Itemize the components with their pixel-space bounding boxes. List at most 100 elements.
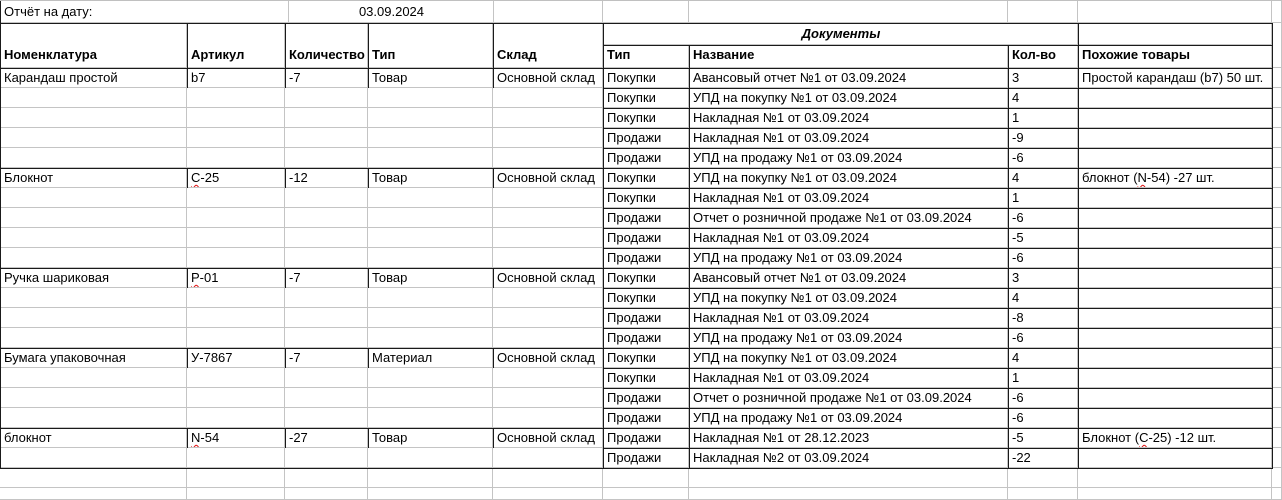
cell-doc-name[interactable]: УПД на покупку №1 от 03.09.2024 [689, 168, 1008, 188]
cell-article[interactable]: Р-01 [187, 268, 285, 288]
cell-empty[interactable] [1078, 488, 1272, 500]
col-header-nomenclature[interactable]: Номенклатура [0, 23, 187, 68]
cell-doc-qty[interactable]: -6 [1008, 328, 1078, 348]
cell-doc-name[interactable]: Отчет о розничной продаже №1 от 03.09.20… [689, 388, 1008, 408]
cell-type[interactable] [368, 448, 493, 468]
cell-nomenclature[interactable]: блокнот [0, 428, 187, 448]
cell-similar[interactable] [1078, 148, 1272, 168]
cell-doc-type[interactable]: Покупки [603, 108, 689, 128]
col-header-quantity[interactable]: Количество [285, 23, 368, 68]
cell-doc-name[interactable]: УПД на покупку №1 от 03.09.2024 [689, 348, 1008, 368]
cell-warehouse[interactable] [493, 408, 603, 428]
cell-similar[interactable] [1078, 288, 1272, 308]
cell-quantity[interactable] [285, 128, 368, 148]
cell-warehouse[interactable] [493, 228, 603, 248]
cell-type[interactable]: Товар [368, 268, 493, 288]
cell-quantity[interactable]: -7 [285, 68, 368, 88]
cell-doc-type[interactable]: Продажи [603, 408, 689, 428]
report-date-label[interactable]: Отчёт на дату: [0, 1, 289, 23]
cell-doc-name[interactable]: Авансовый отчет №1 от 03.09.2024 [689, 68, 1008, 88]
cell-article[interactable] [187, 368, 285, 388]
cell-empty[interactable] [187, 468, 285, 488]
cell-warehouse[interactable] [493, 328, 603, 348]
cell-empty[interactable] [1272, 108, 1282, 128]
cell-type[interactable] [368, 128, 493, 148]
cell-warehouse[interactable] [493, 148, 603, 168]
cell-article[interactable] [187, 88, 285, 108]
cell-nomenclature[interactable] [0, 208, 187, 228]
cell-article[interactable] [187, 208, 285, 228]
cell-nomenclature[interactable] [0, 328, 187, 348]
cell-doc-name[interactable]: УПД на продажу №1 от 03.09.2024 [689, 328, 1008, 348]
cell-nomenclature[interactable] [0, 228, 187, 248]
cell-doc-type[interactable]: Продажи [603, 248, 689, 268]
cell-empty[interactable] [689, 488, 1008, 500]
cell-nomenclature[interactable] [0, 408, 187, 428]
cell-doc-name[interactable]: Отчет о розничной продаже №1 от 03.09.20… [689, 208, 1008, 228]
cell-type[interactable]: Товар [368, 428, 493, 448]
cell-empty[interactable] [1272, 148, 1282, 168]
cell-doc-type[interactable]: Продажи [603, 448, 689, 468]
cell-article[interactable] [187, 188, 285, 208]
cell-nomenclature[interactable] [0, 148, 187, 168]
cell-doc-type[interactable]: Покупки [603, 348, 689, 368]
cell-warehouse[interactable] [493, 308, 603, 328]
cell-doc-name[interactable]: Накладная №1 от 03.09.2024 [689, 368, 1008, 388]
cell-type[interactable] [368, 148, 493, 168]
cell-doc-type[interactable]: Покупки [603, 188, 689, 208]
cell-empty[interactable] [1272, 388, 1282, 408]
cell-doc-type[interactable]: Покупки [603, 368, 689, 388]
cell-empty[interactable] [1272, 88, 1282, 108]
cell-doc-qty[interactable]: 1 [1008, 368, 1078, 388]
cell-type[interactable]: Товар [368, 168, 493, 188]
cell-type[interactable] [368, 308, 493, 328]
cell-doc-qty[interactable]: -5 [1008, 228, 1078, 248]
cell-article[interactable] [187, 308, 285, 328]
cell-quantity[interactable] [285, 108, 368, 128]
cell-warehouse[interactable]: Основной склад [493, 428, 603, 448]
cell-article[interactable] [187, 128, 285, 148]
cell-empty[interactable] [1272, 308, 1282, 328]
cell-type[interactable] [368, 88, 493, 108]
cell-doc-type[interactable]: Продажи [603, 428, 689, 448]
cell-nomenclature[interactable]: Бумага упаковочная [0, 348, 187, 368]
cell-warehouse[interactable] [493, 88, 603, 108]
cell-article[interactable] [187, 108, 285, 128]
col-header-doc-type[interactable]: Тип [603, 45, 689, 68]
cell-empty[interactable] [1272, 468, 1282, 488]
cell-empty[interactable] [1272, 128, 1282, 148]
cell-doc-type[interactable]: Продажи [603, 388, 689, 408]
cell-warehouse[interactable] [493, 388, 603, 408]
cell-warehouse[interactable]: Основной склад [493, 168, 603, 188]
cell-doc-name[interactable]: УПД на продажу №1 от 03.09.2024 [689, 148, 1008, 168]
cell-similar[interactable] [1078, 368, 1272, 388]
cell-article[interactable] [187, 248, 285, 268]
cell-doc-qty[interactable]: -6 [1008, 408, 1078, 428]
cell-empty[interactable] [1272, 208, 1282, 228]
cell-doc-type[interactable]: Продажи [603, 228, 689, 248]
cell-article[interactable] [187, 328, 285, 348]
cell-similar[interactable] [1078, 128, 1272, 148]
cell-quantity[interactable] [285, 328, 368, 348]
cell-similar[interactable] [1078, 328, 1272, 348]
cell-doc-qty[interactable]: -6 [1008, 148, 1078, 168]
cell-type[interactable] [368, 188, 493, 208]
cell-empty[interactable] [603, 1, 689, 23]
cell-empty[interactable] [1272, 348, 1282, 368]
cell-quantity[interactable] [285, 188, 368, 208]
cell-doc-qty[interactable]: 1 [1008, 188, 1078, 208]
cell-empty[interactable] [368, 468, 493, 488]
cell-empty[interactable] [689, 468, 1008, 488]
cell-quantity[interactable] [285, 88, 368, 108]
cell-type[interactable] [368, 288, 493, 308]
cell-similar[interactable] [1078, 408, 1272, 428]
cell-doc-type[interactable]: Покупки [603, 168, 689, 188]
cell-nomenclature[interactable] [0, 88, 187, 108]
cell-empty[interactable] [1272, 228, 1282, 248]
cell-doc-qty[interactable]: -22 [1008, 448, 1078, 468]
cell-warehouse[interactable] [493, 448, 603, 468]
cell-doc-qty[interactable]: -8 [1008, 308, 1078, 328]
cell-nomenclature[interactable] [0, 108, 187, 128]
cell-type[interactable] [368, 228, 493, 248]
cell-type[interactable] [368, 388, 493, 408]
